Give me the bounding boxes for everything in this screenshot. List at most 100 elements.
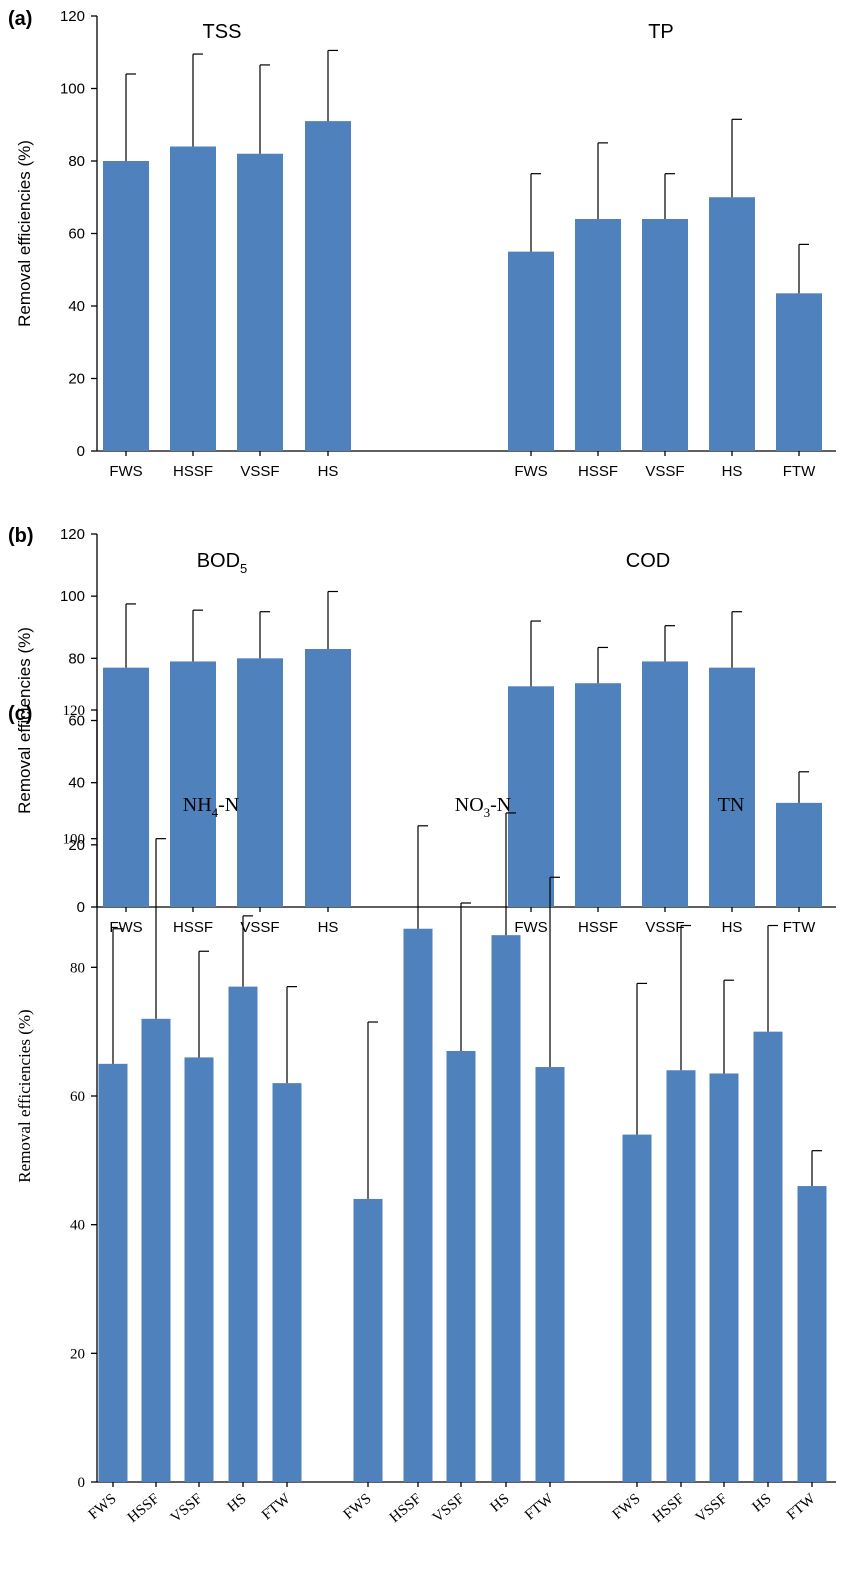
- x-tick-label: VSSF: [645, 463, 684, 480]
- group-title: NO3-N: [455, 794, 512, 820]
- y-tick-label: 20: [70, 1346, 85, 1362]
- x-tick-label: VSSF: [240, 919, 279, 936]
- bar: [272, 1083, 302, 1482]
- x-tick-label: HS: [318, 919, 339, 936]
- x-tick-label: HS: [225, 1491, 250, 1516]
- bar: [753, 1031, 783, 1482]
- x-tick-label: FWS: [109, 463, 142, 480]
- bar: [103, 161, 149, 451]
- bar: [237, 153, 283, 451]
- bar: [184, 1057, 214, 1482]
- y-tick-label: 0: [77, 899, 85, 916]
- y-tick-label: 100: [60, 588, 85, 605]
- x-tick-label: HS: [488, 1491, 513, 1516]
- x-tick-label: HSSF: [578, 919, 618, 936]
- bar: [237, 658, 283, 907]
- x-tick-label: FTW: [783, 919, 816, 936]
- y-tick-label: 100: [60, 81, 85, 98]
- y-tick-label: 60: [70, 1089, 85, 1105]
- y-tick-label: 80: [68, 153, 85, 170]
- bar: [98, 1063, 128, 1482]
- panel-label: (a): [8, 8, 32, 30]
- x-tick-label: HSSF: [578, 463, 618, 480]
- bar: [776, 802, 822, 907]
- bar: [508, 686, 554, 907]
- group-title: NH4-N: [183, 794, 240, 820]
- x-tick-label: FWS: [341, 1491, 375, 1523]
- x-tick-label: HS: [722, 919, 743, 936]
- group-title: COD: [626, 550, 670, 572]
- y-tick-label: 0: [78, 1475, 86, 1491]
- bar: [103, 667, 149, 907]
- bar: [622, 1134, 652, 1482]
- x-tick-label: VSSF: [693, 1491, 731, 1526]
- x-tick-label: HS: [722, 463, 743, 480]
- x-tick-label: FTW: [784, 1490, 819, 1523]
- y-tick-label: 80: [70, 960, 85, 976]
- y-tick-label: 80: [68, 650, 85, 667]
- group-title: TP: [648, 21, 674, 43]
- x-tick-label: FWS: [109, 919, 142, 936]
- y-tick-label: 120: [60, 8, 85, 25]
- x-tick-label: HSSF: [173, 463, 213, 480]
- y-tick-label: 60: [68, 713, 85, 730]
- bar: [575, 219, 621, 451]
- y-axis-label: Removal efficiencies (%): [15, 1009, 34, 1182]
- bar: [170, 661, 216, 907]
- bar: [797, 1186, 827, 1482]
- bar: [642, 661, 688, 907]
- chart-panel-b: (b) Removal efficiencies (%) 0 20 40 60 80 100 1…: [8, 525, 836, 936]
- y-tick-label: 40: [70, 1218, 85, 1234]
- x-tick-label: FWS: [514, 919, 547, 936]
- bar: [170, 146, 216, 451]
- bar: [403, 928, 433, 1482]
- x-tick-label: VSSF: [430, 1491, 468, 1526]
- panel-label: (b): [8, 525, 34, 547]
- bar: [305, 649, 351, 907]
- bar: [491, 935, 521, 1482]
- y-tick-label: 40: [68, 775, 85, 792]
- group-title: BOD5: [197, 550, 248, 576]
- x-tick-label: HS: [318, 463, 339, 480]
- bar: [535, 1067, 565, 1482]
- x-tick-label: FWS: [610, 1491, 644, 1523]
- bar: [353, 1198, 383, 1482]
- bar: [709, 667, 755, 907]
- x-tick-label: VSSF: [240, 463, 279, 480]
- y-tick-label: 120: [60, 526, 85, 543]
- x-tick-label: FTW: [783, 463, 816, 480]
- y-tick-label: 120: [63, 703, 86, 719]
- x-tick-label: FTW: [259, 1490, 294, 1523]
- x-tick-label: FWS: [514, 463, 547, 480]
- x-tick-label: HSSF: [125, 1491, 163, 1526]
- x-tick-label: HS: [750, 1491, 775, 1516]
- x-tick-label: HSSF: [387, 1491, 425, 1526]
- y-tick-label: 60: [68, 226, 85, 243]
- y-tick-label: 20: [68, 371, 85, 388]
- bar: [709, 1073, 739, 1482]
- bar: [666, 1070, 696, 1482]
- bar: [141, 1018, 171, 1482]
- bar: [776, 293, 822, 451]
- y-axis-label: Removal efficiencies (%): [15, 627, 34, 814]
- chart-panel-a: (a) Removal efficiencies (%) 0 20 40 60 80 100 1…: [8, 8, 836, 480]
- x-tick-label: FWS: [86, 1491, 120, 1523]
- bar: [642, 219, 688, 451]
- group-title: TSS: [203, 21, 242, 43]
- x-tick-label: FTW: [522, 1490, 557, 1523]
- x-tick-label: HSSF: [173, 919, 213, 936]
- y-tick-label: 40: [68, 298, 85, 315]
- bar: [508, 251, 554, 451]
- panel-label: (c): [8, 703, 32, 725]
- bar: [228, 986, 258, 1482]
- x-tick-label: HSSF: [650, 1491, 688, 1526]
- bar: [446, 1050, 476, 1482]
- group-title: TN: [718, 794, 745, 816]
- bar: [305, 121, 351, 451]
- y-tick-label: 100: [63, 832, 86, 848]
- x-tick-label: VSSF: [645, 919, 684, 936]
- x-tick-label: VSSF: [168, 1491, 206, 1526]
- bar: [709, 197, 755, 451]
- y-axis-label: Removal efficiencies (%): [15, 140, 34, 327]
